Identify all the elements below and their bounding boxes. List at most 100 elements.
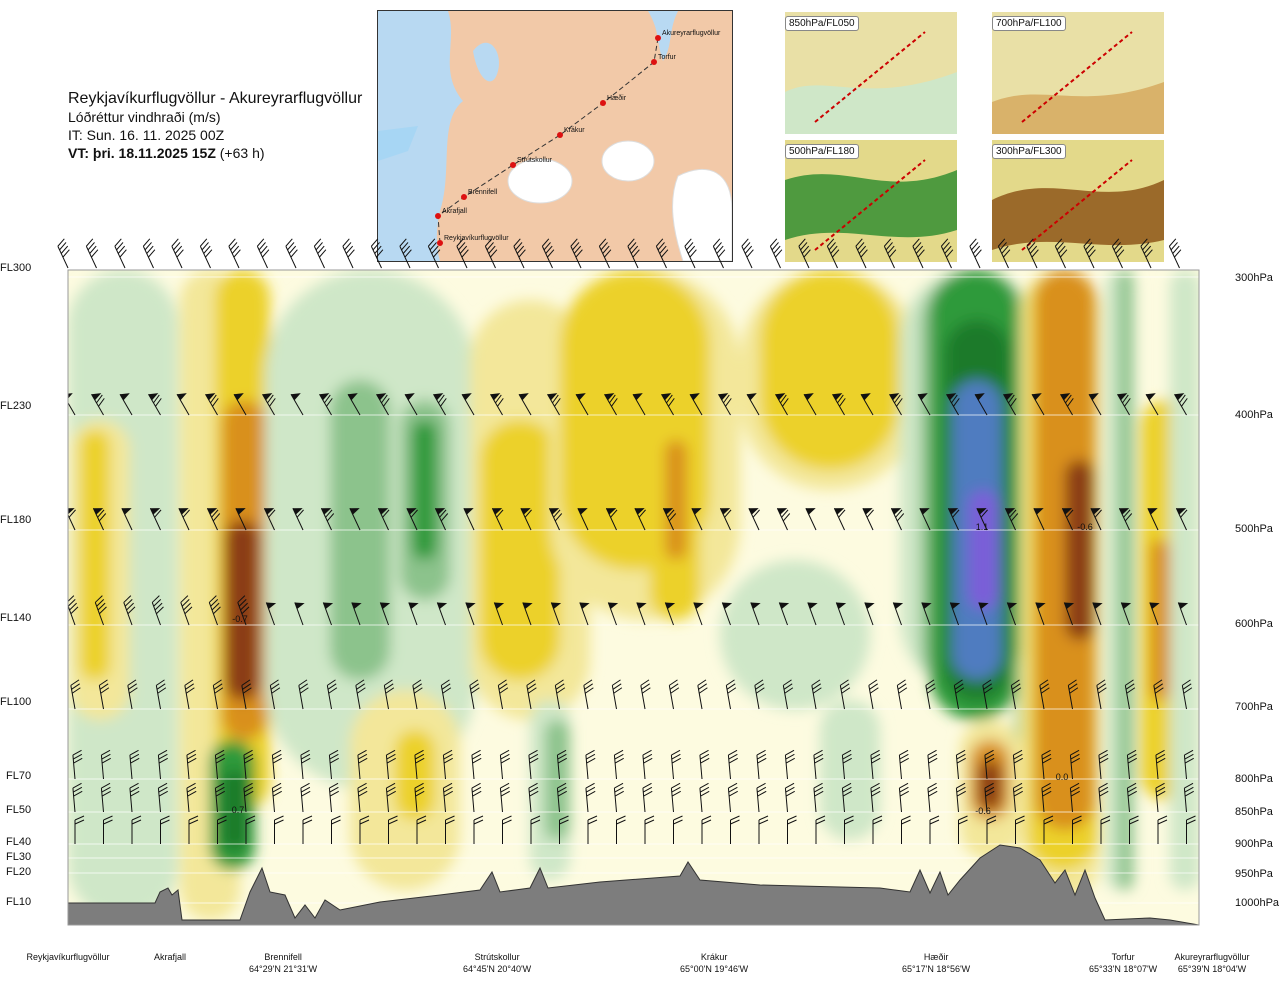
extremum-label: -0.6	[975, 806, 991, 816]
x-location-label: Akureyrarflugvöllur 65°39'N 18°04'W	[1175, 951, 1250, 975]
map-route-points: Akureyrarflugvöllur Torfur Hæðir Krákur Strú…	[435, 30, 721, 246]
wind-barb	[864, 602, 875, 626]
wind-barb	[528, 782, 539, 813]
wind-barb	[91, 393, 105, 416]
issue-time: IT: Sun. 16. 11. 2025 00Z	[68, 127, 225, 143]
wind-barb	[1012, 749, 1023, 780]
wind-barb	[855, 238, 868, 269]
wind-barb	[556, 782, 567, 813]
wind-barb	[326, 679, 338, 710]
wind-barb	[103, 815, 113, 844]
wind-barb	[782, 679, 794, 710]
map-point-label: Reykjavíkurflugvöllur	[444, 235, 509, 242]
wind-barb	[1061, 508, 1074, 531]
wind-barb	[826, 238, 840, 269]
y-tick-right: 800hPa	[1235, 773, 1273, 785]
map-fjord	[473, 42, 499, 82]
wind-barb	[212, 679, 224, 710]
wind-barbs	[68, 393, 1196, 844]
wind-barb	[497, 679, 509, 710]
wind-barb	[984, 782, 995, 813]
wind-barb	[721, 602, 733, 626]
wind-barb	[1183, 749, 1194, 780]
wind-barb	[1012, 782, 1023, 813]
wind-barb	[756, 749, 767, 780]
wind-barb	[342, 238, 355, 269]
map-point-3	[557, 132, 563, 138]
wind-barb	[579, 602, 590, 626]
wind-barb	[237, 595, 250, 626]
wind-barb	[627, 238, 640, 269]
wind-barb	[471, 782, 482, 813]
wind-barb	[642, 782, 653, 813]
y-tick-right: 950hPa	[1235, 868, 1273, 880]
y-tick-right: 1000hPa	[1235, 897, 1280, 909]
wind-barb	[1026, 238, 1039, 269]
wind-barb	[730, 815, 740, 844]
location-name: Hæðir	[923, 952, 949, 962]
extremum-label: 0.7	[232, 805, 245, 815]
wind-barb	[199, 238, 213, 269]
extremum-label: 0.0	[1056, 772, 1069, 782]
wind-barb	[68, 508, 76, 531]
wind-barb	[388, 815, 398, 844]
wind-barb	[958, 815, 968, 844]
y-tick-right: 850hPa	[1235, 806, 1273, 818]
wind-barb	[719, 508, 732, 531]
wind-barb	[155, 679, 167, 710]
wind-barb	[870, 782, 881, 813]
wind-barb	[206, 508, 221, 531]
wind-barb	[883, 238, 897, 269]
wind-barb	[1111, 238, 1125, 269]
wind-barb	[412, 679, 423, 710]
wind-barb	[583, 679, 594, 710]
wind-barb	[518, 393, 532, 416]
wind-barb	[613, 782, 624, 813]
wind-barb	[670, 749, 681, 780]
wind-barb	[484, 238, 498, 269]
wind-barb	[456, 238, 469, 269]
field-blob	[665, 440, 687, 560]
wind-barb	[892, 602, 904, 626]
wind-barb	[548, 508, 563, 531]
wind-barb	[205, 393, 219, 416]
wind-barb	[434, 508, 449, 531]
wind-barb	[513, 238, 526, 269]
wind-barb	[1088, 393, 1102, 416]
wind-barb	[955, 782, 966, 813]
wind-barb	[607, 602, 619, 626]
wind-barb	[243, 782, 254, 813]
wind-barb	[575, 393, 589, 416]
wind-barb	[969, 238, 982, 269]
wind-barb	[1168, 238, 1182, 269]
mini-map-label: 700hPa/FL100	[992, 16, 1066, 31]
wind-barb	[188, 815, 199, 844]
wind-barb	[577, 508, 589, 531]
wind-barb	[100, 782, 111, 813]
wind-barb	[85, 238, 99, 269]
wind-barb	[815, 815, 826, 844]
wind-barb	[940, 238, 954, 269]
wind-barb	[684, 238, 697, 269]
wind-barb	[1010, 679, 1022, 710]
wind-barb	[148, 393, 162, 416]
location-name: Akureyrarflugvöllur	[1174, 952, 1250, 962]
wind-barb	[1039, 679, 1050, 710]
wind-barb	[347, 393, 361, 416]
location-name: Akrafjall	[154, 952, 187, 962]
wind-barb	[269, 679, 281, 710]
wind-barb	[927, 782, 938, 813]
field-blob	[225, 520, 260, 700]
wind-barb	[616, 815, 626, 844]
extrema-labels: -0.7 0.7 1.1 -0.6 0.0 -0.6	[232, 522, 1093, 816]
wind-barb	[870, 749, 881, 780]
wind-barb	[833, 508, 846, 531]
wind-barb	[636, 602, 647, 626]
wind-barb	[901, 815, 911, 844]
wind-barb	[670, 782, 681, 813]
wind-barb	[94, 595, 107, 626]
wind-barb	[1092, 602, 1103, 626]
wind-barb	[835, 602, 847, 626]
wind-barb	[70, 679, 81, 710]
